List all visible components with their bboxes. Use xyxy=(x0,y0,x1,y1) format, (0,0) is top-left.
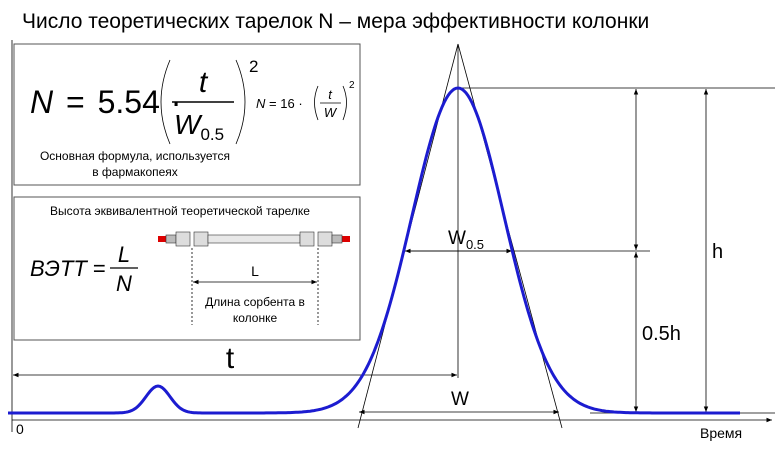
t-label: t xyxy=(226,342,235,375)
h-label: h xyxy=(712,241,723,263)
w-label: W xyxy=(451,389,469,410)
caption: Основная формула, используется xyxy=(40,149,230,163)
hetp-num: L xyxy=(118,242,130,267)
formula-box xyxy=(13,43,361,186)
chromatogram xyxy=(8,86,740,415)
paren xyxy=(314,85,319,121)
hetp-den: N xyxy=(116,271,132,296)
origin-label: 0 xyxy=(16,421,24,437)
alt-num: t xyxy=(328,87,333,102)
paren xyxy=(160,59,171,145)
w-half-label: W0.5 xyxy=(448,228,484,252)
alt-formula: N = 16 · xyxy=(256,96,303,111)
paren xyxy=(235,59,246,145)
caption: в фармакопеях xyxy=(92,165,178,179)
hetp-formula: ВЭТТ = xyxy=(30,256,106,281)
x-axis-label: Время xyxy=(700,425,742,441)
formula-power: 2 xyxy=(249,57,258,76)
alt-den: W xyxy=(324,105,338,120)
caption: Длина сорбента в xyxy=(205,295,305,309)
hetp-box xyxy=(13,196,361,341)
formula-den: W0.5 xyxy=(174,109,224,144)
length-label: L xyxy=(251,263,259,279)
caption: колонке xyxy=(233,311,278,325)
formula-num: t xyxy=(199,66,209,99)
hetp-heading: Высота эквивалентной теоретической тарел… xyxy=(50,204,310,218)
title: Число теоретических тарелок N – мера эфф… xyxy=(22,10,649,33)
paren xyxy=(342,85,347,121)
half-h-label: 0.5h xyxy=(642,323,681,345)
alt-power: 2 xyxy=(349,80,355,91)
column-icon xyxy=(158,231,350,247)
formula: N = 5.54 · xyxy=(30,84,181,120)
